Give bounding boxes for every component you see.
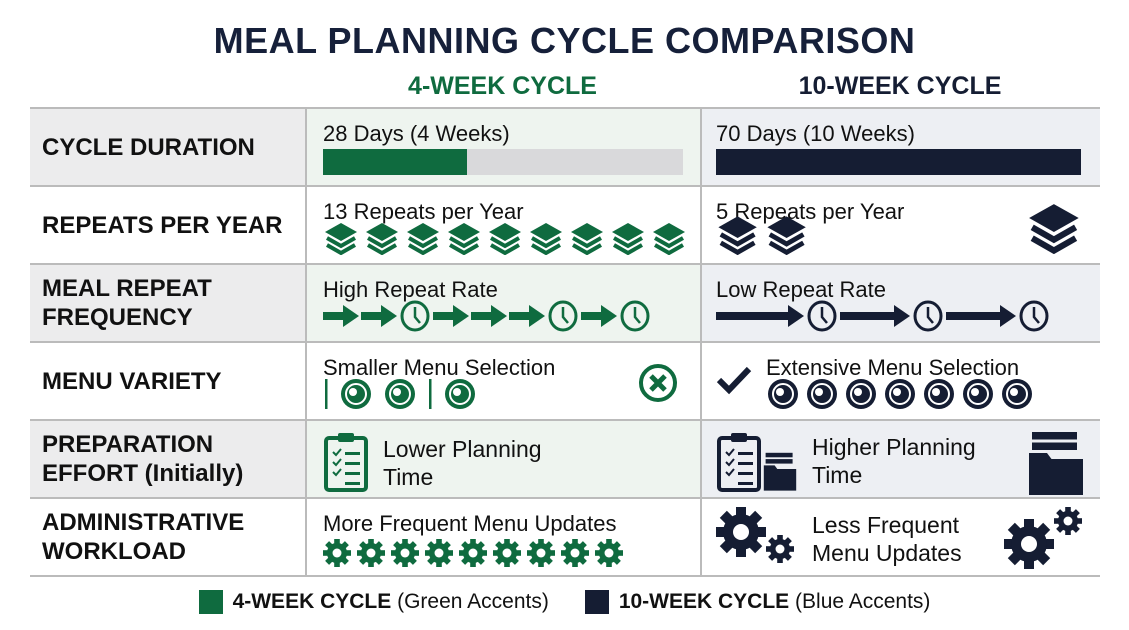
fork-icon (323, 377, 329, 411)
legend-label: 4-WEEK CYCLE (232, 590, 392, 613)
gear-icon (1004, 519, 1054, 569)
gear-icon (323, 539, 351, 567)
clipboard-icon (323, 430, 369, 492)
arrow-right-icon (471, 303, 507, 329)
clock-icon (912, 299, 944, 333)
row-label: CYCLE DURATION (30, 109, 305, 185)
duration-bar-track (716, 149, 1081, 175)
cell-text: Smaller Menu Selection (323, 355, 556, 380)
arrow-right-icon (509, 303, 545, 329)
arrow-right-icon (840, 303, 910, 329)
arrow-right-icon (946, 303, 1016, 329)
legend-item-4-week: 4-WEEK CYCLE (Green Accents) (198, 590, 549, 615)
plate-icon (339, 377, 373, 411)
cell-text: 13 Repeats per Year (323, 199, 524, 224)
plate-icon (961, 377, 995, 411)
bowl-icon (766, 377, 800, 411)
clock-icon (619, 299, 651, 333)
legend: 4-WEEK CYCLE (Green Accents) 10-WEEK CYC… (0, 590, 1129, 615)
row-repeats-per-year: REPEATS PER YEAR 13 Repeats per Year 5 R… (30, 187, 1100, 265)
column-header-4-week: 4-WEEK CYCLE (408, 72, 597, 100)
layers-icon (405, 221, 441, 256)
layers-icon (528, 221, 564, 256)
column-header-10-week: 10-WEEK CYCLE (798, 72, 1002, 100)
cell-text: 70 Days (10 Weeks) (716, 121, 915, 146)
arrow-right-icon (361, 303, 397, 329)
x-circle-icon (638, 363, 678, 403)
row-label: MEAL REPEAT FREQUENCY (30, 265, 305, 341)
legend-note: (Blue Accents) (795, 590, 931, 613)
gear-icon (716, 507, 766, 557)
layers-icon (569, 221, 605, 256)
cell-text: Extensive Menu Selection (766, 355, 1020, 380)
gear-icon (425, 539, 453, 567)
legend-swatch-navy (584, 590, 609, 615)
layers-icon (765, 214, 808, 256)
layers-icon (364, 221, 400, 256)
clock-icon (547, 299, 579, 333)
row-preparation-effort: PREPARATION EFFORT (Initially) Lower Pla… (30, 421, 1100, 499)
layers-icon (610, 221, 646, 256)
plate-icon (1000, 377, 1034, 411)
gear-icon (561, 539, 589, 567)
clock-icon (399, 299, 431, 333)
legend-swatch-green (198, 590, 223, 615)
row-meal-repeat-frequency: MEAL REPEAT FREQUENCY High Repeat Rate L… (30, 265, 1100, 343)
folder-icon (1026, 429, 1086, 498)
cell-text: High Repeat Rate (323, 277, 498, 302)
gear-icon (595, 539, 623, 567)
duration-bar-track (323, 149, 683, 175)
row-label: MENU VARIETY (42, 367, 222, 395)
cell-text: Higher Planning Time (812, 434, 976, 488)
cell-text: Low Repeat Rate (716, 277, 886, 302)
row-menu-variety: MENU VARIETY Smaller Menu Selection Exte… (30, 343, 1100, 421)
fork-icon (427, 377, 433, 411)
cell-text: More Frequent Menu Updates (323, 511, 617, 536)
clock-icon (806, 299, 838, 333)
gear-icon (459, 539, 487, 567)
layers-icon (487, 221, 523, 256)
layers-icon (446, 221, 482, 256)
legend-note: (Green Accents) (397, 590, 549, 613)
row-label: PREPARATION EFFORT (Initially) (30, 421, 305, 497)
plate-icon (805, 377, 839, 411)
layers-icon (651, 221, 687, 256)
plate-icon (443, 377, 477, 411)
legend-item-10-week: 10-WEEK CYCLE (Blue Accents) (584, 590, 931, 615)
gear-icon (527, 539, 555, 567)
duration-bar-10-week (716, 149, 1081, 175)
noodle-bowl-icon (844, 377, 878, 411)
gear-icon (391, 539, 419, 567)
gear-icon (493, 539, 521, 567)
clock-icon (1018, 299, 1050, 333)
clipboard-icon (716, 430, 762, 492)
page-title: MEAL PLANNING CYCLE COMPARISON (213, 20, 916, 61)
cell-text: Lower Planning Time (383, 436, 542, 490)
folder-icon (762, 451, 798, 492)
dish-icon (922, 377, 956, 411)
cell-text: 28 Days (4 Weeks) (323, 121, 510, 146)
row-administrative-workload: ADMINISTRATIVE WORKLOAD More Frequent Me… (30, 499, 1100, 577)
meal-tray-icon (383, 377, 417, 411)
legend-label: 10-WEEK CYCLE (618, 590, 790, 613)
row-label: REPEATS PER YEAR (42, 211, 283, 239)
gear-icon (766, 535, 794, 563)
layers-icon (323, 221, 359, 256)
plate-icon (883, 377, 917, 411)
cell-text: 5 Repeats per Year (716, 199, 905, 224)
layers-icon (716, 214, 759, 256)
cell-text: Less Frequent Menu Updates (812, 512, 962, 566)
arrow-right-icon (581, 303, 617, 329)
arrow-right-icon (716, 303, 804, 329)
arrow-right-icon (323, 303, 359, 329)
check-icon (716, 365, 752, 395)
gear-icon (1054, 507, 1082, 535)
row-label: ADMINISTRATIVE WORKLOAD (42, 509, 245, 565)
arrow-right-icon (433, 303, 469, 329)
gear-icon (357, 539, 385, 567)
comparison-table: CYCLE DURATION 28 Days (4 Weeks) 70 Days… (30, 107, 1100, 577)
layers-icon (1026, 201, 1082, 255)
duration-bar-4-week (323, 149, 467, 175)
row-cycle-duration: CYCLE DURATION 28 Days (4 Weeks) 70 Days… (30, 109, 1100, 187)
